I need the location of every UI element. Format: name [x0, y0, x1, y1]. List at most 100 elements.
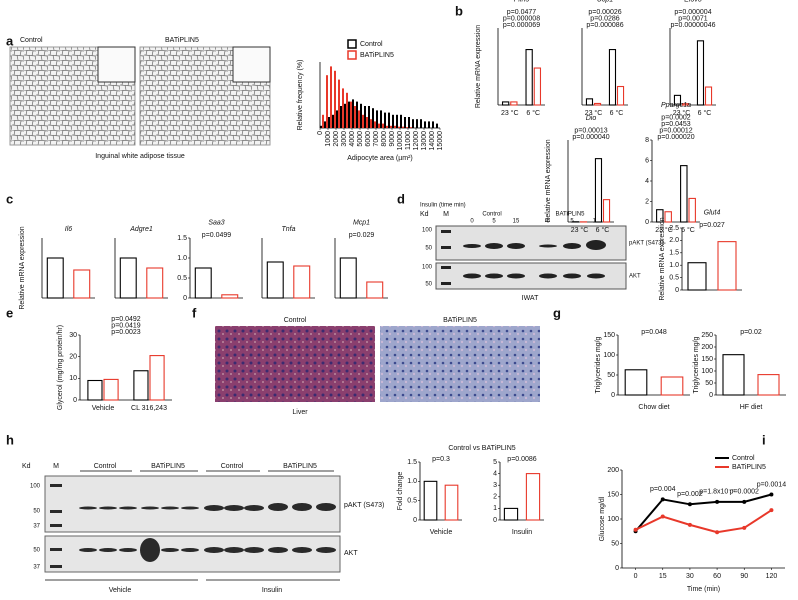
- blot-kd-value: 37: [33, 565, 40, 571]
- x-axis-label: Time (min): [687, 586, 720, 593]
- histogram-bar: [322, 114, 324, 128]
- y-tick-label: 20: [69, 354, 77, 361]
- inset: [97, 46, 136, 83]
- bar: [525, 49, 533, 106]
- blot-kd-value: 100: [30, 484, 41, 490]
- bar: [593, 102, 602, 106]
- y-axis-label: Triglycerides mg/g: [595, 336, 602, 393]
- histogram-bar: [352, 99, 354, 128]
- histogram-bar: [350, 101, 352, 128]
- micrograph: [380, 326, 540, 402]
- bar: [119, 257, 137, 299]
- histogram-bar: [406, 127, 408, 128]
- bar: [656, 209, 664, 223]
- legend-label: Control: [360, 41, 383, 48]
- panel-label: g: [553, 305, 561, 320]
- x-tick-label: 6 °C: [698, 109, 712, 117]
- histogram-bar: [392, 114, 394, 128]
- panel-label: f: [192, 305, 197, 320]
- chart-title: Ppargc1a: [661, 102, 691, 109]
- annotation: p=0.0286: [590, 15, 619, 22]
- y-tick-label: 1.0: [669, 262, 679, 269]
- treatment-label: Insulin: [262, 587, 282, 594]
- histogram-bar: [370, 119, 372, 128]
- histogram-bar: [390, 125, 392, 128]
- annotation: p=0.027: [699, 222, 725, 229]
- histogram-bar: [368, 106, 370, 128]
- x-tick-label: 23 °C: [585, 109, 603, 117]
- annotation: p=0.004: [650, 486, 676, 493]
- y-axis-label: Relative mRNA expression: [545, 139, 552, 222]
- x-tick-label: 6 °C: [526, 109, 540, 117]
- annotation: p=0.0499: [202, 232, 231, 239]
- x-tick-label: 5000: [357, 131, 364, 147]
- histogram-bar: [324, 121, 326, 128]
- bar: [293, 265, 311, 299]
- chart-title: Glut4: [704, 209, 721, 216]
- bar: [444, 484, 459, 521]
- legend-swatch: [347, 39, 357, 49]
- blot-kd-value: 50: [425, 246, 432, 252]
- point: [715, 530, 720, 535]
- bar: [696, 40, 705, 106]
- annotation: p=0.000008: [503, 15, 540, 22]
- x-tick-label: Vehicle: [92, 405, 115, 412]
- bar: [46, 257, 64, 299]
- histogram-bar: [412, 119, 414, 128]
- y-tick-label: 1.5: [407, 459, 417, 466]
- blot-bands: [441, 230, 606, 285]
- bar: [681, 103, 690, 106]
- bar: [664, 211, 672, 223]
- image-caption: Inguinal white adipose tissue: [95, 153, 185, 160]
- bar: [594, 158, 603, 223]
- x-tick-label: 3000: [341, 131, 348, 147]
- bar: [339, 257, 357, 299]
- y-tick-label: 250: [701, 332, 713, 339]
- annotation: p=0.002: [677, 491, 703, 498]
- legend-label: BATiPLIN5: [360, 52, 394, 59]
- blot-group: Control: [221, 463, 244, 470]
- point: [715, 499, 720, 504]
- blot-bands: [50, 484, 336, 568]
- blot-marker: M: [443, 211, 449, 218]
- blot: [44, 535, 341, 573]
- y-tick-label: 30: [69, 332, 77, 339]
- histogram-bar: [366, 117, 368, 128]
- y-tick-label: 0.5: [669, 274, 679, 281]
- histogram-bar: [354, 106, 356, 128]
- blot-tissue: IWAT: [522, 295, 539, 302]
- blot: [44, 475, 341, 533]
- x-tick-label: 6000: [365, 131, 372, 147]
- y-tick-label: 0: [413, 517, 417, 524]
- y-tick-label: 3: [493, 482, 497, 489]
- legend-label: Control: [732, 455, 755, 462]
- point: [660, 514, 665, 519]
- blot-group: BATiPLIN5: [555, 212, 585, 218]
- histogram-bar: [432, 121, 434, 128]
- panel-label: c: [6, 191, 13, 206]
- bar: [221, 294, 239, 299]
- bar: [103, 378, 119, 401]
- bar: [510, 101, 518, 106]
- bar: [525, 473, 541, 521]
- bar: [680, 165, 688, 223]
- histogram-bar: [374, 121, 376, 128]
- annotation: p=0.048: [641, 329, 667, 336]
- annotation: p=0.0014: [757, 481, 786, 488]
- annotation: p=0.000004: [674, 9, 711, 16]
- histogram-bar: [334, 70, 336, 128]
- blot-band-label: AKT: [629, 274, 641, 280]
- x-tick-label: 23 °C: [673, 109, 691, 117]
- histogram-bar: [386, 125, 388, 128]
- histogram-bar: [382, 123, 384, 128]
- panel-label: a: [6, 33, 14, 48]
- chart-title: Dio: [586, 115, 597, 122]
- annotation: p=0.0023: [111, 329, 140, 336]
- y-tick-label: 100: [607, 516, 619, 523]
- x-tick-label: 6 °C: [596, 226, 610, 234]
- y-tick-label: 0: [675, 287, 679, 294]
- chart-title: Mcp1: [353, 219, 370, 226]
- treatment-label: Vehicle: [109, 587, 132, 594]
- chart-title: Plin5: [514, 0, 530, 3]
- y-axis-label: Relative mRNA expression: [19, 226, 26, 309]
